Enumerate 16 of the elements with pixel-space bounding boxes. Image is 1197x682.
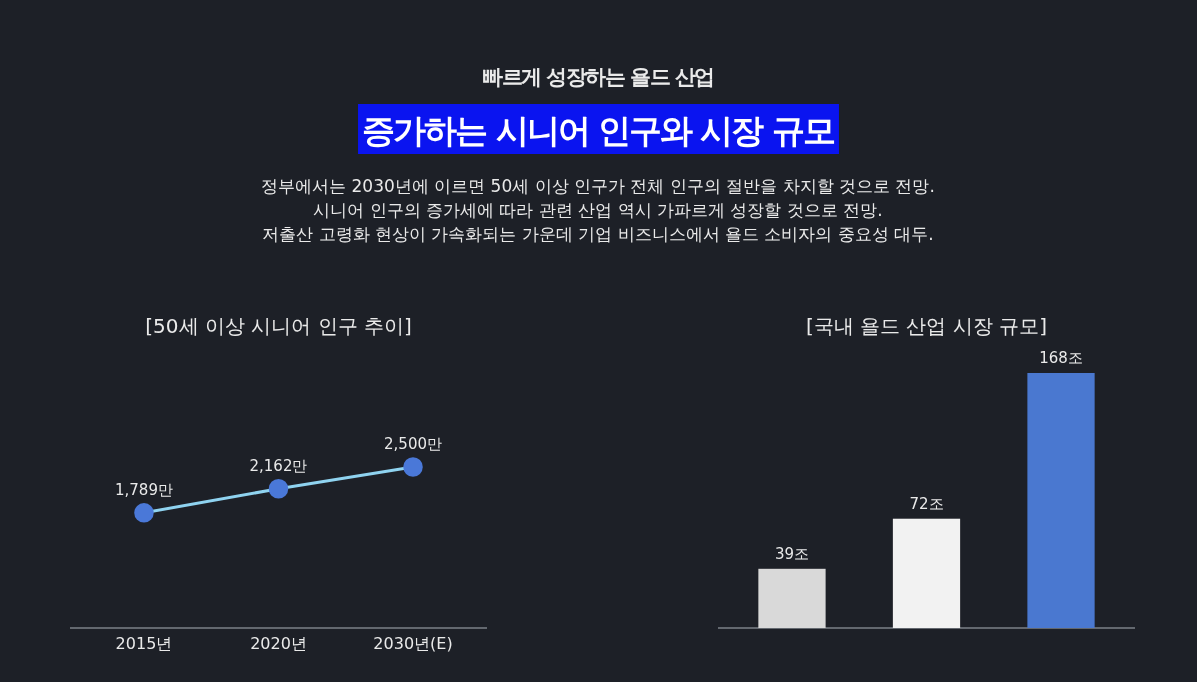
x-tick-label: 2030년(E) [373,634,453,654]
data-label: 2,162만 [249,456,308,475]
data-label: 39조 [774,544,810,563]
x-tick-label: 2015년 [115,634,173,654]
data-label: 1,789만 [115,480,173,499]
data-label: 168조 [1039,349,1083,367]
text: 시니어 인구의 증가세에 따라 관련 산업 역시 가파르게 성장할 것으로 전망. [313,200,883,220]
x-tick-label: 2020년 [250,634,307,654]
text: 빠르게 성장하는 욜드 산업 [482,65,714,89]
text: 증가하는 시니어 인구와 시장 규모 [362,111,835,150]
text: 정부에서는 2030년에 이르면 50세 이상 인구가 전체 인구의 절반을 차지할 것으로 전망. [261,176,935,196]
data-label: 2,500만 [384,435,442,453]
chart-title: [50세 이상 시니어 인구 추이] [145,314,412,338]
data-label: 72조 [909,494,944,513]
chart-title: [국내 욜드 산업 시장 규모] [805,314,1048,338]
text: 저출산 고령화 현상이 가속화되는 가운데 기업 비즈니스에서 욜드 소비자의 중요성 대두. [262,224,934,244]
